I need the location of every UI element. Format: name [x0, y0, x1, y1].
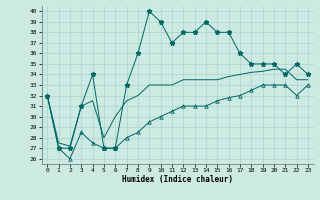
X-axis label: Humidex (Indice chaleur): Humidex (Indice chaleur)	[122, 175, 233, 184]
